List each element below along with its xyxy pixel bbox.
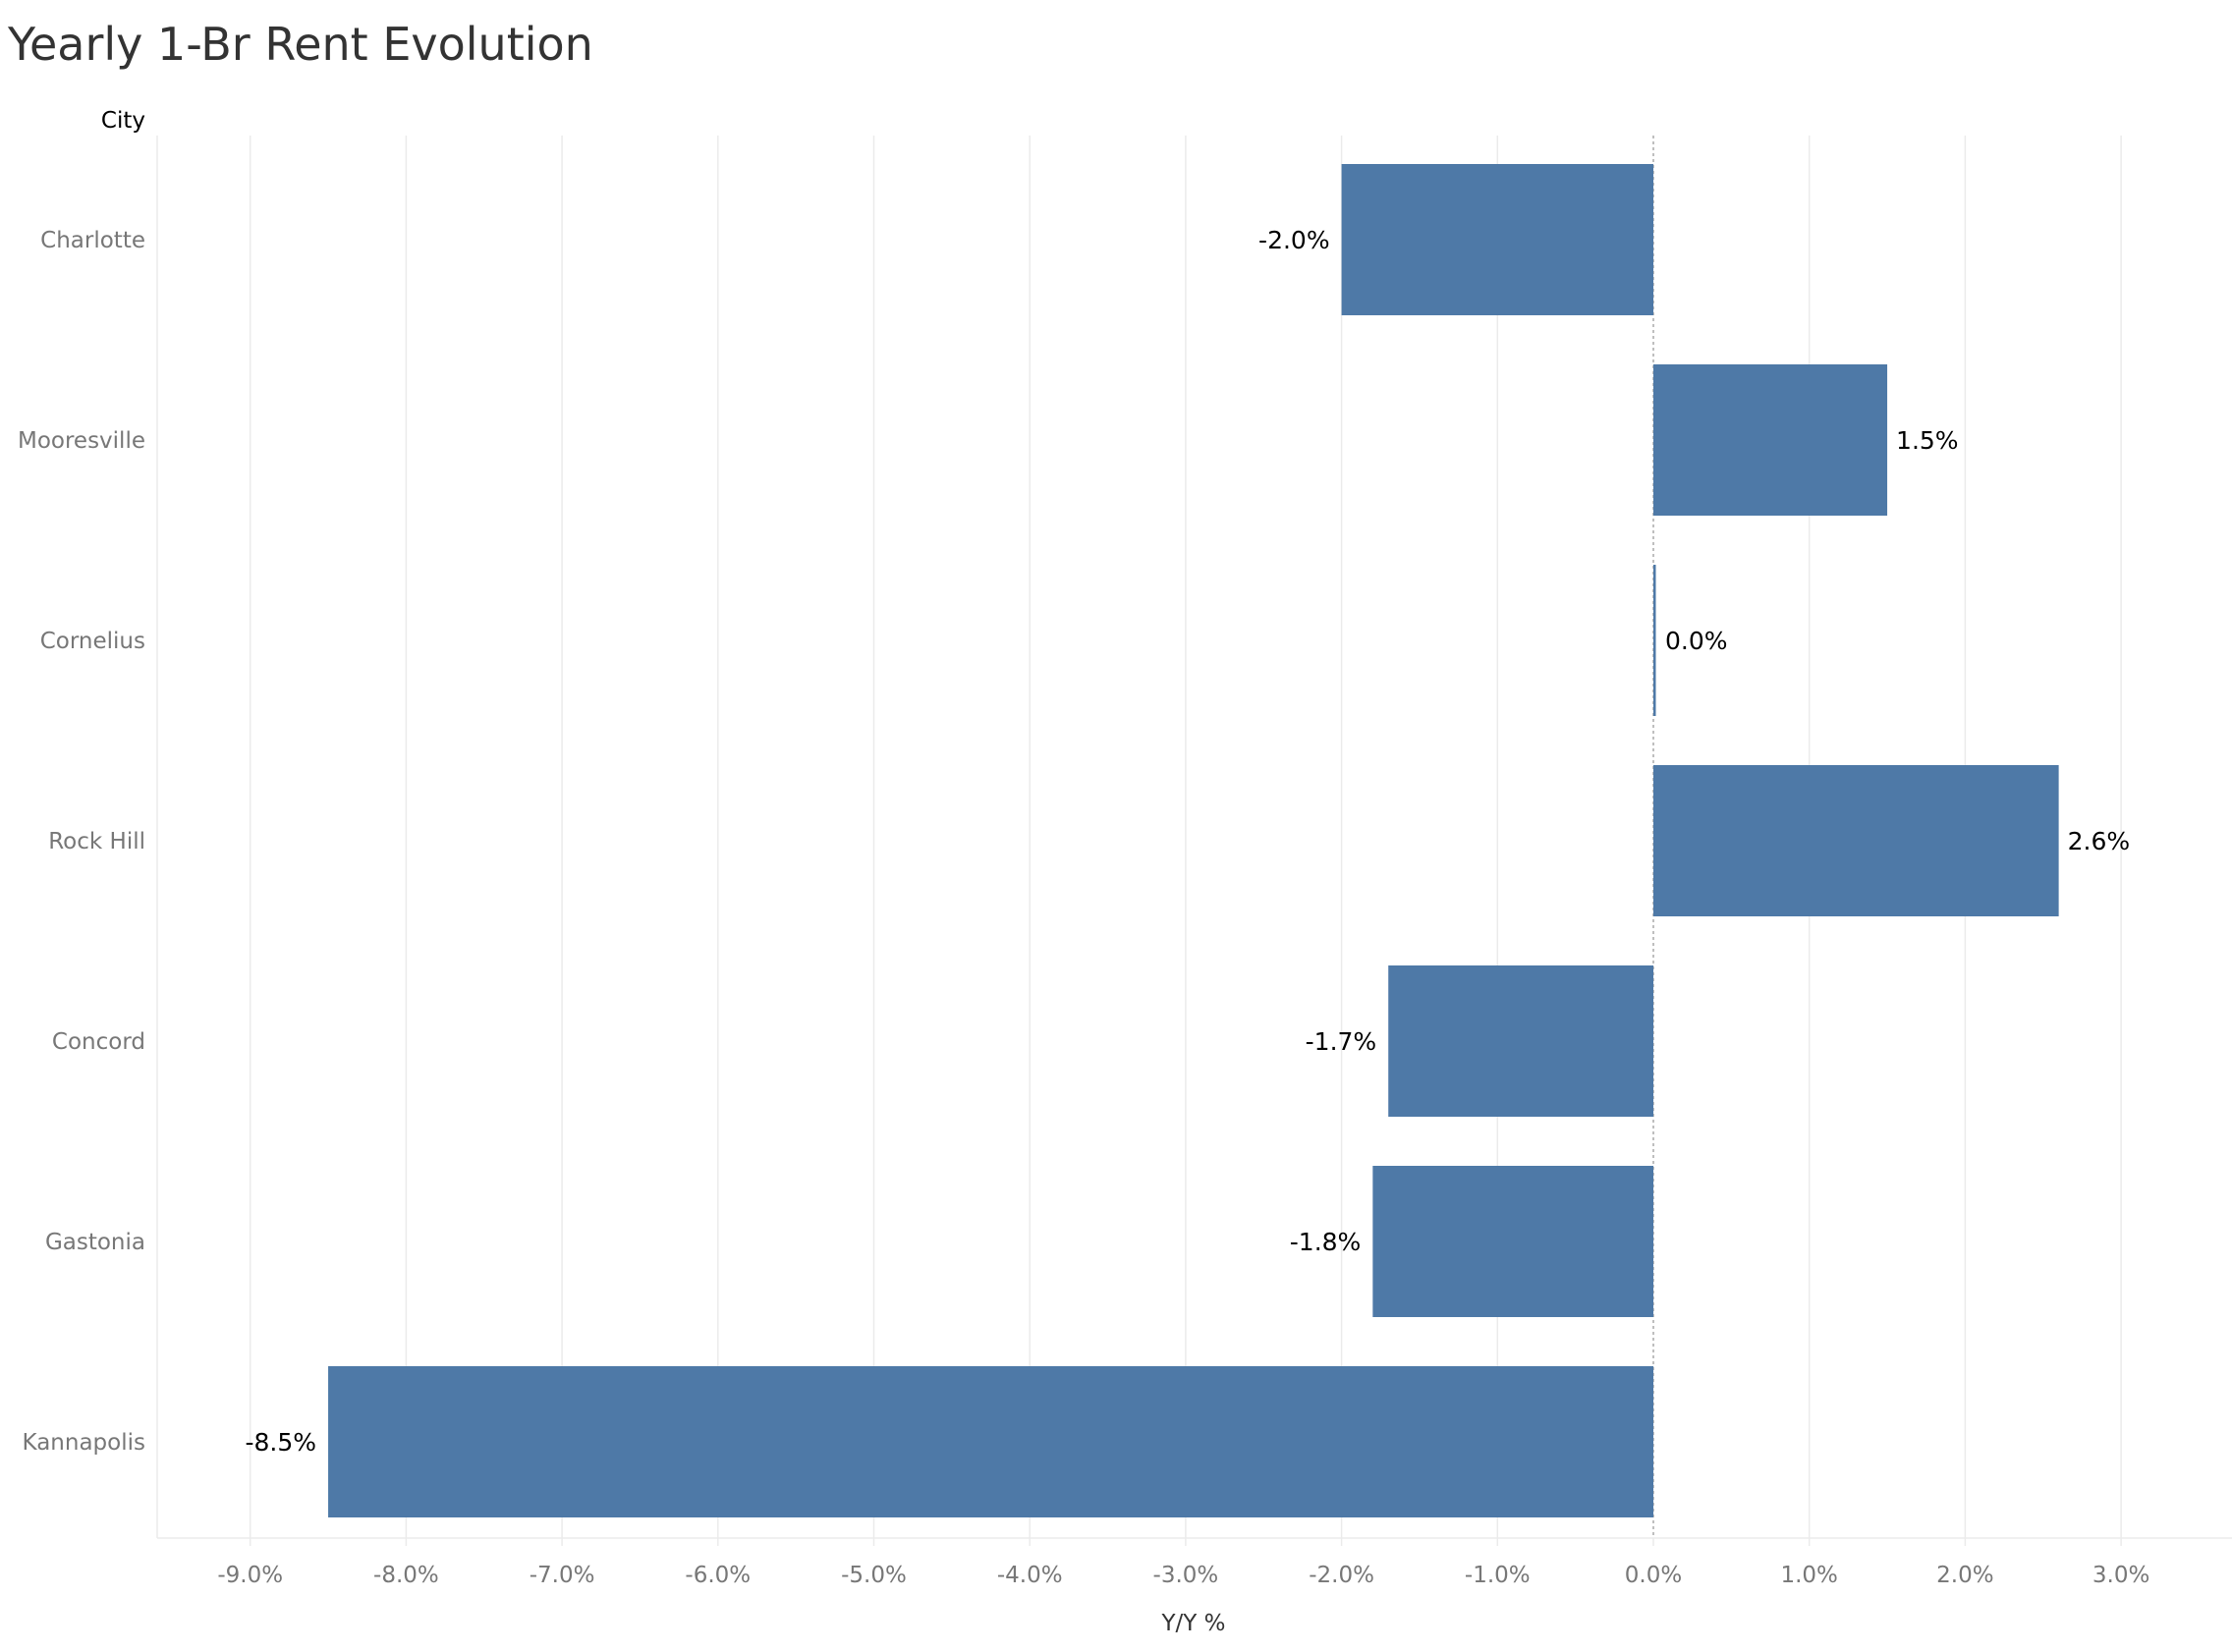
data-label: 1.5% xyxy=(1896,426,1959,455)
x-axis-title: Y/Y % xyxy=(1160,1611,1225,1636)
x-tick-label: -6.0% xyxy=(685,1563,751,1588)
x-tick-label: 1.0% xyxy=(1780,1563,1837,1588)
bar-gastonia xyxy=(1372,1166,1653,1317)
category-label: Rock Hill xyxy=(48,829,145,854)
data-label: -1.7% xyxy=(1306,1027,1377,1056)
x-tick-label: -8.0% xyxy=(373,1563,439,1588)
bar-charlotte xyxy=(1341,164,1653,315)
x-tick-label: -3.0% xyxy=(1153,1563,1219,1588)
category-label: Cornelius xyxy=(40,629,145,654)
data-label: -2.0% xyxy=(1258,226,1330,254)
data-label: 2.6% xyxy=(2068,827,2131,855)
category-label: Concord xyxy=(52,1029,145,1055)
bar-cornelius xyxy=(1653,565,1656,716)
chart-title: Yearly 1-Br Rent Evolution xyxy=(8,18,593,71)
bar-concord xyxy=(1388,965,1653,1117)
bar-mooresville xyxy=(1653,364,1888,516)
x-tick-label: 0.0% xyxy=(1625,1563,1682,1588)
category-label: Mooresville xyxy=(18,428,145,454)
x-tick-label: 3.0% xyxy=(2092,1563,2149,1588)
x-tick-label: -2.0% xyxy=(1309,1563,1374,1588)
x-tick-label: -7.0% xyxy=(530,1563,595,1588)
x-tick-label: -4.0% xyxy=(997,1563,1063,1588)
category-label: Gastonia xyxy=(45,1230,145,1255)
labels: -9.0% -8.0% -7.0% -6.0% -5.0% -4.0% -3.0% -2.0%… xyxy=(18,108,2149,1636)
data-label: -1.8% xyxy=(1290,1228,1362,1256)
data-label: 0.0% xyxy=(1665,627,1728,655)
data-label: -8.5% xyxy=(246,1428,317,1457)
category-label: Charlotte xyxy=(40,228,145,253)
x-tick-label: 2.0% xyxy=(1936,1563,1993,1588)
row-header: City xyxy=(101,108,145,134)
bar-rock-hill xyxy=(1653,765,2059,916)
x-tick-label: -9.0% xyxy=(217,1563,283,1588)
bar-kannapolis xyxy=(328,1366,1653,1517)
category-label: Kannapolis xyxy=(23,1430,145,1456)
x-tick-label: -5.0% xyxy=(841,1563,907,1588)
bars xyxy=(328,164,2059,1517)
x-tick-label: -1.0% xyxy=(1465,1563,1531,1588)
